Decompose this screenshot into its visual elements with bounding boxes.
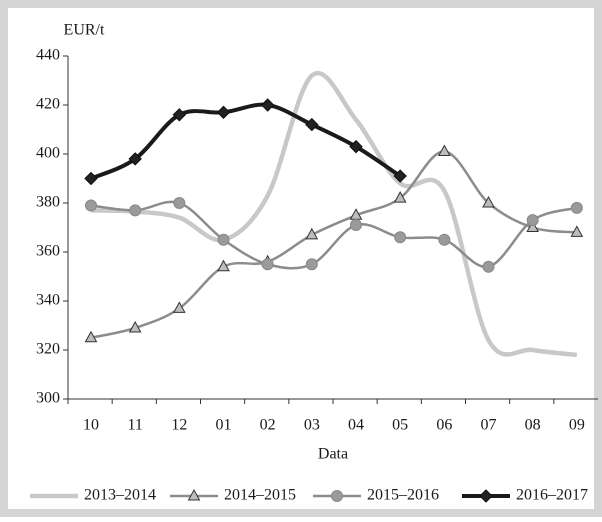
- x-tick-label: 05: [392, 417, 408, 434]
- x-tick-label: 08: [525, 417, 541, 434]
- y-tick-label: 320: [36, 341, 60, 358]
- point-marker: [437, 144, 451, 157]
- point-marker: [393, 169, 407, 183]
- point-marker: [217, 233, 230, 246]
- legend-label: 2013–2014: [84, 487, 156, 504]
- point-marker: [84, 330, 98, 343]
- series-line: [90, 71, 578, 358]
- legend-marker: [331, 490, 343, 502]
- point-marker: [217, 259, 230, 272]
- x-axis-label: Data: [318, 446, 348, 463]
- point-marker: [438, 233, 451, 246]
- point-marker: [216, 105, 231, 120]
- y-tick-label: 360: [36, 243, 60, 260]
- point-marker: [350, 219, 362, 232]
- x-tick-label: 02: [260, 417, 276, 434]
- legend-marker: [479, 489, 493, 503]
- point-marker: [349, 139, 363, 154]
- y-tick-label: 400: [36, 145, 60, 162]
- point-marker: [305, 117, 319, 132]
- point-marker: [305, 258, 318, 271]
- legend-label: 2014–2015: [224, 487, 296, 504]
- point-marker: [394, 231, 407, 244]
- x-tick-label: 07: [481, 417, 497, 434]
- y-tick-label: 420: [36, 96, 60, 113]
- y-tick-label: 300: [36, 390, 60, 407]
- point-marker: [172, 108, 187, 122]
- point-marker: [128, 320, 142, 333]
- point-marker: [172, 301, 186, 313]
- point-marker: [570, 225, 584, 237]
- point-marker: [173, 197, 186, 209]
- legend-marker: [187, 488, 201, 501]
- y-tick-label: 380: [36, 194, 60, 211]
- x-tick-label: 06: [436, 417, 452, 434]
- y-axis-label: EUR/t: [64, 22, 105, 39]
- point-marker: [260, 98, 275, 112]
- legend-label: 2015–2016: [367, 487, 439, 504]
- series-line: [90, 102, 402, 181]
- x-tick-label: 11: [127, 417, 142, 434]
- x-tick-label: 04: [348, 417, 364, 434]
- point-marker: [526, 214, 539, 227]
- point-marker: [261, 258, 274, 271]
- point-marker: [482, 195, 495, 208]
- x-tick-label: 12: [171, 417, 187, 434]
- point-marker: [482, 260, 495, 273]
- point-marker: [526, 220, 540, 232]
- y-tick-label: 440: [36, 47, 60, 64]
- legend-label: 2016–2017: [516, 487, 588, 504]
- point-marker: [393, 191, 407, 203]
- x-tick-label: 10: [83, 417, 99, 434]
- point-marker: [85, 199, 97, 212]
- x-tick-label: 01: [216, 417, 232, 434]
- point-marker: [305, 227, 319, 240]
- point-marker: [128, 152, 142, 166]
- y-tick-label: 340: [36, 292, 60, 309]
- series-line: [90, 200, 578, 270]
- point-marker: [570, 201, 583, 214]
- point-marker: [129, 204, 142, 217]
- x-tick-label: 03: [304, 417, 320, 434]
- x-tick-label: 09: [569, 417, 585, 434]
- point-marker: [84, 171, 98, 186]
